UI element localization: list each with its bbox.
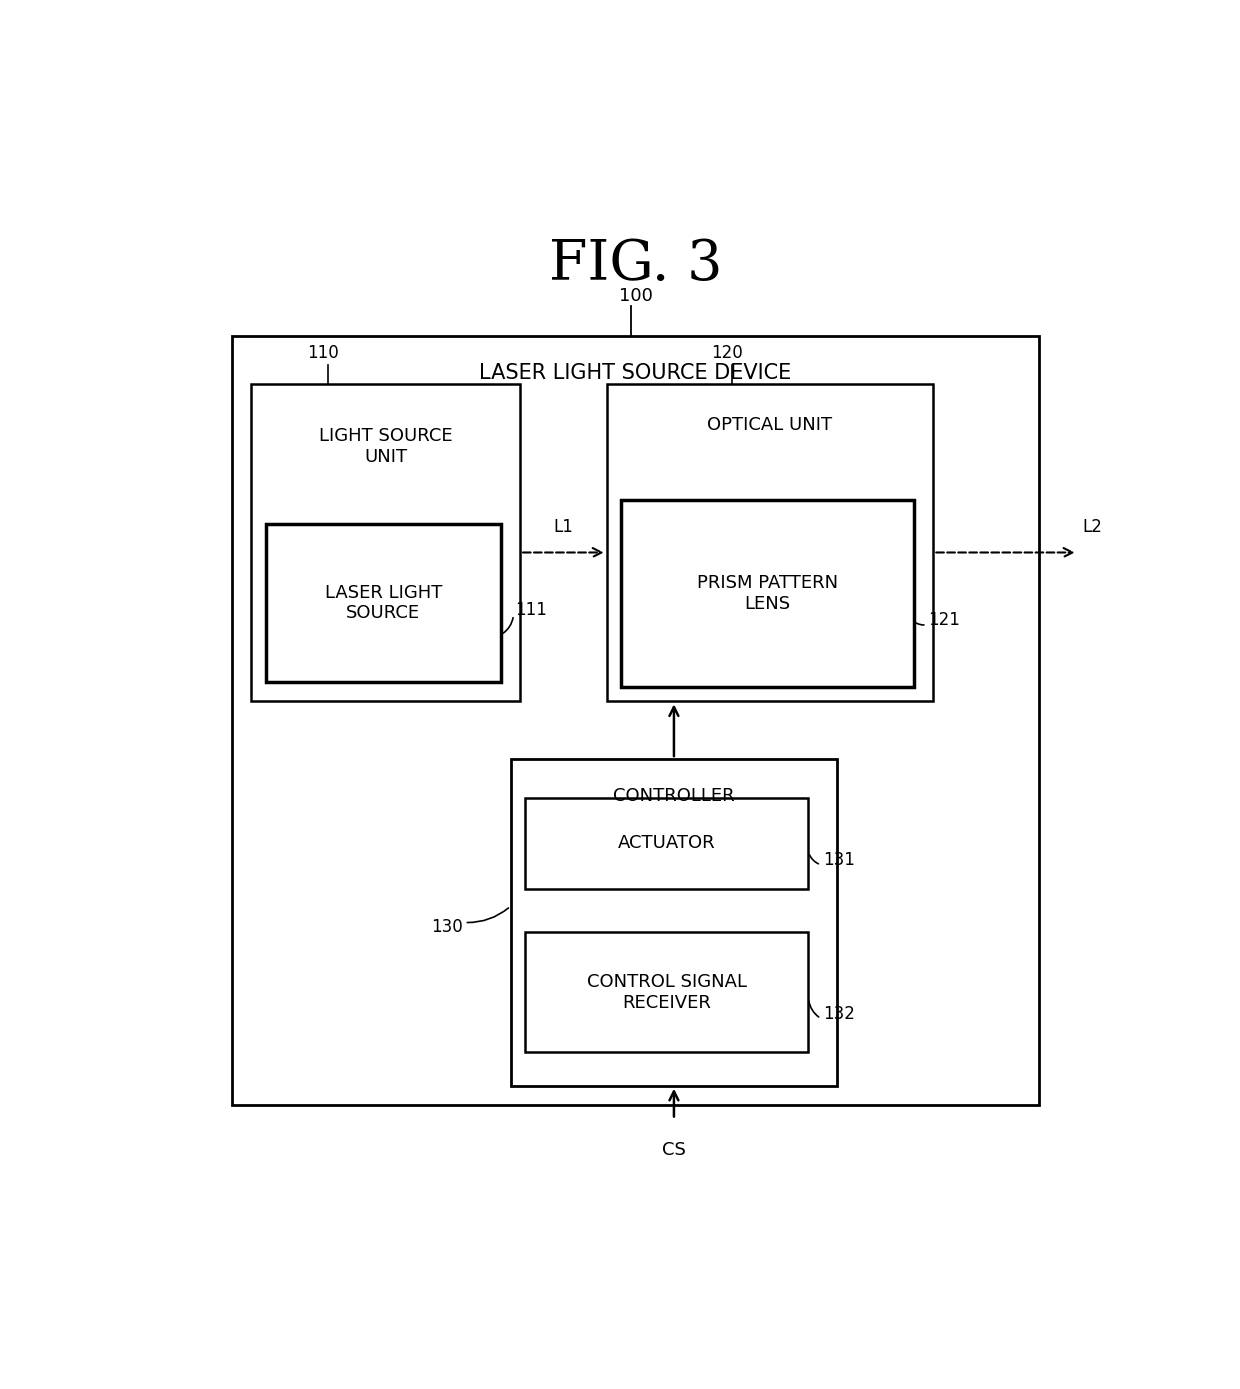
Text: CONTROLLER: CONTROLLER: [613, 786, 735, 804]
Bar: [606, 385, 934, 701]
Text: LASER LIGHT SOURCE DEVICE: LASER LIGHT SOURCE DEVICE: [480, 363, 791, 383]
Text: 131: 131: [823, 851, 854, 870]
Text: L1: L1: [553, 518, 573, 536]
Text: 121: 121: [929, 611, 961, 629]
Text: 130: 130: [430, 918, 463, 936]
Text: LIGHT SOURCE
UNIT: LIGHT SOURCE UNIT: [319, 428, 453, 467]
Bar: [525, 797, 808, 889]
Text: 132: 132: [823, 1004, 854, 1022]
Text: L2: L2: [1083, 518, 1102, 536]
Text: 100: 100: [619, 286, 652, 304]
Text: 111: 111: [516, 601, 547, 619]
Bar: [250, 385, 521, 701]
Text: OPTICAL UNIT: OPTICAL UNIT: [708, 415, 832, 433]
Text: CONTROL SIGNAL
RECEIVER: CONTROL SIGNAL RECEIVER: [587, 972, 746, 1011]
Text: 110: 110: [308, 344, 339, 363]
Text: PRISM PATTERN
LENS: PRISM PATTERN LENS: [697, 574, 838, 613]
Text: FIG. 3: FIG. 3: [549, 238, 722, 292]
Bar: [621, 500, 914, 688]
Text: 120: 120: [711, 344, 743, 363]
Bar: [232, 336, 1039, 1106]
Text: LASER LIGHT
SOURCE: LASER LIGHT SOURCE: [325, 583, 441, 622]
Bar: [511, 760, 837, 1086]
Text: ACTUATOR: ACTUATOR: [618, 835, 715, 853]
Bar: [265, 524, 501, 682]
Bar: [525, 932, 808, 1053]
Text: CS: CS: [662, 1140, 686, 1158]
